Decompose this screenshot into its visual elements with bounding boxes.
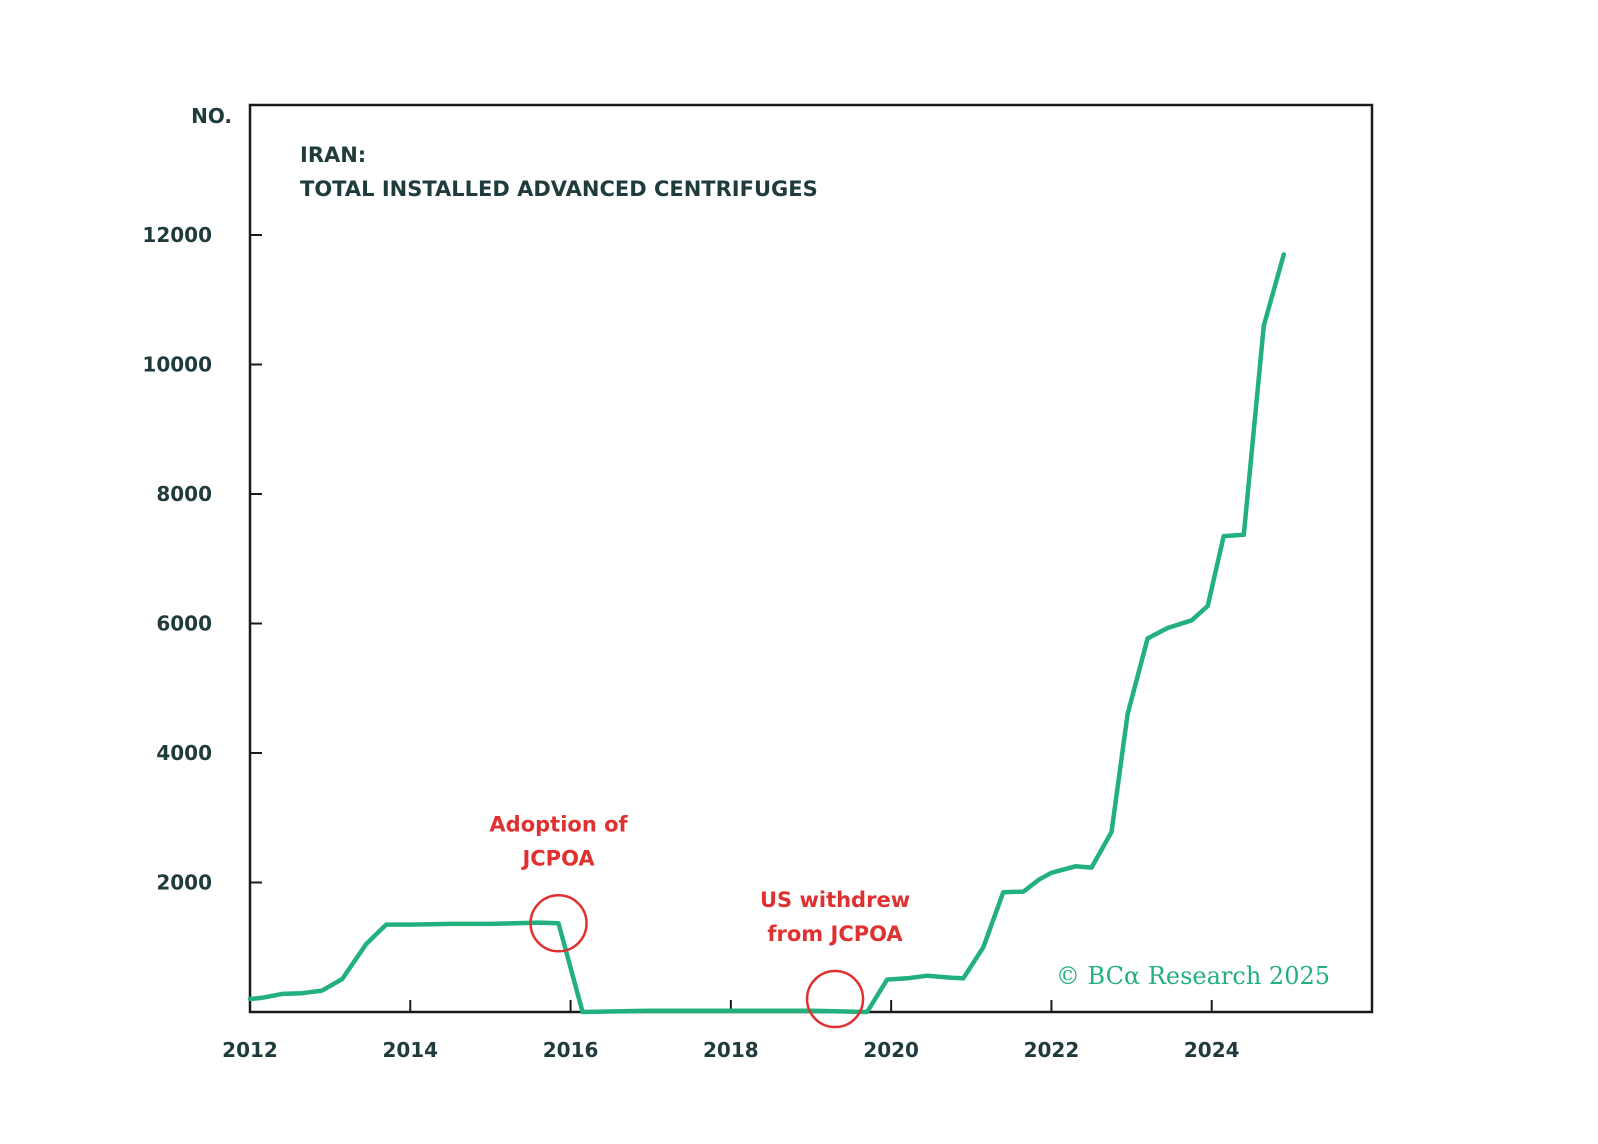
- axis-tick-labels: 2000 4000 6000 8000 10000 12000 2012 2014 2016 20…: [142, 223, 1239, 1062]
- credit-prefix: © BC: [1056, 962, 1124, 990]
- y-tick-label-12000: 12000: [142, 223, 212, 247]
- plot-area: [248, 103, 1374, 1014]
- y-tick-label-10000: 10000: [142, 353, 212, 377]
- annotation-circle-1: [805, 969, 865, 1029]
- x-tick-label-2014: 2014: [382, 1038, 438, 1062]
- x-tick-label-2018: 2018: [703, 1038, 759, 1062]
- x-tick-label-2024: 2024: [1184, 1038, 1240, 1062]
- annotation-0-line-0: Adoption of: [489, 812, 628, 836]
- annotation-1-line-0: US withdrew: [760, 888, 910, 912]
- y-axis-label: NO.: [191, 104, 232, 128]
- credit-alpha: α: [1124, 962, 1140, 990]
- annotation-circle-0: [529, 894, 588, 953]
- axis-ticks: [249, 234, 1213, 1012]
- series-layer: [247, 252, 1287, 1015]
- x-tick-label-2022: 2022: [1024, 1038, 1080, 1062]
- y-tick-label-6000: 6000: [156, 612, 212, 636]
- annotation-0-line-1: JCPOA: [520, 846, 595, 870]
- credit-suffix: Research 2025: [1140, 962, 1330, 990]
- x-tick-label-2012: 2012: [222, 1038, 278, 1062]
- x-tick-label-2016: 2016: [543, 1038, 599, 1062]
- chart-title-line-2: TOTAL INSTALLED ADVANCED CENTRIFUGES: [300, 177, 818, 201]
- annotation-1-line-1: from JCPOA: [767, 922, 903, 946]
- annotations: Adoption of JCPOA US withdrew from JCPOA: [489, 812, 910, 1029]
- y-tick-label-2000: 2000: [156, 871, 212, 895]
- series-line-0: [247, 252, 1287, 1015]
- bca-credit: © BCα Research 2025: [1056, 962, 1330, 990]
- y-tick-label-8000: 8000: [156, 482, 212, 506]
- x-tick-label-2020: 2020: [863, 1038, 919, 1062]
- chart-title-line-1: IRAN:: [300, 143, 366, 167]
- y-tick-label-4000: 4000: [156, 741, 212, 765]
